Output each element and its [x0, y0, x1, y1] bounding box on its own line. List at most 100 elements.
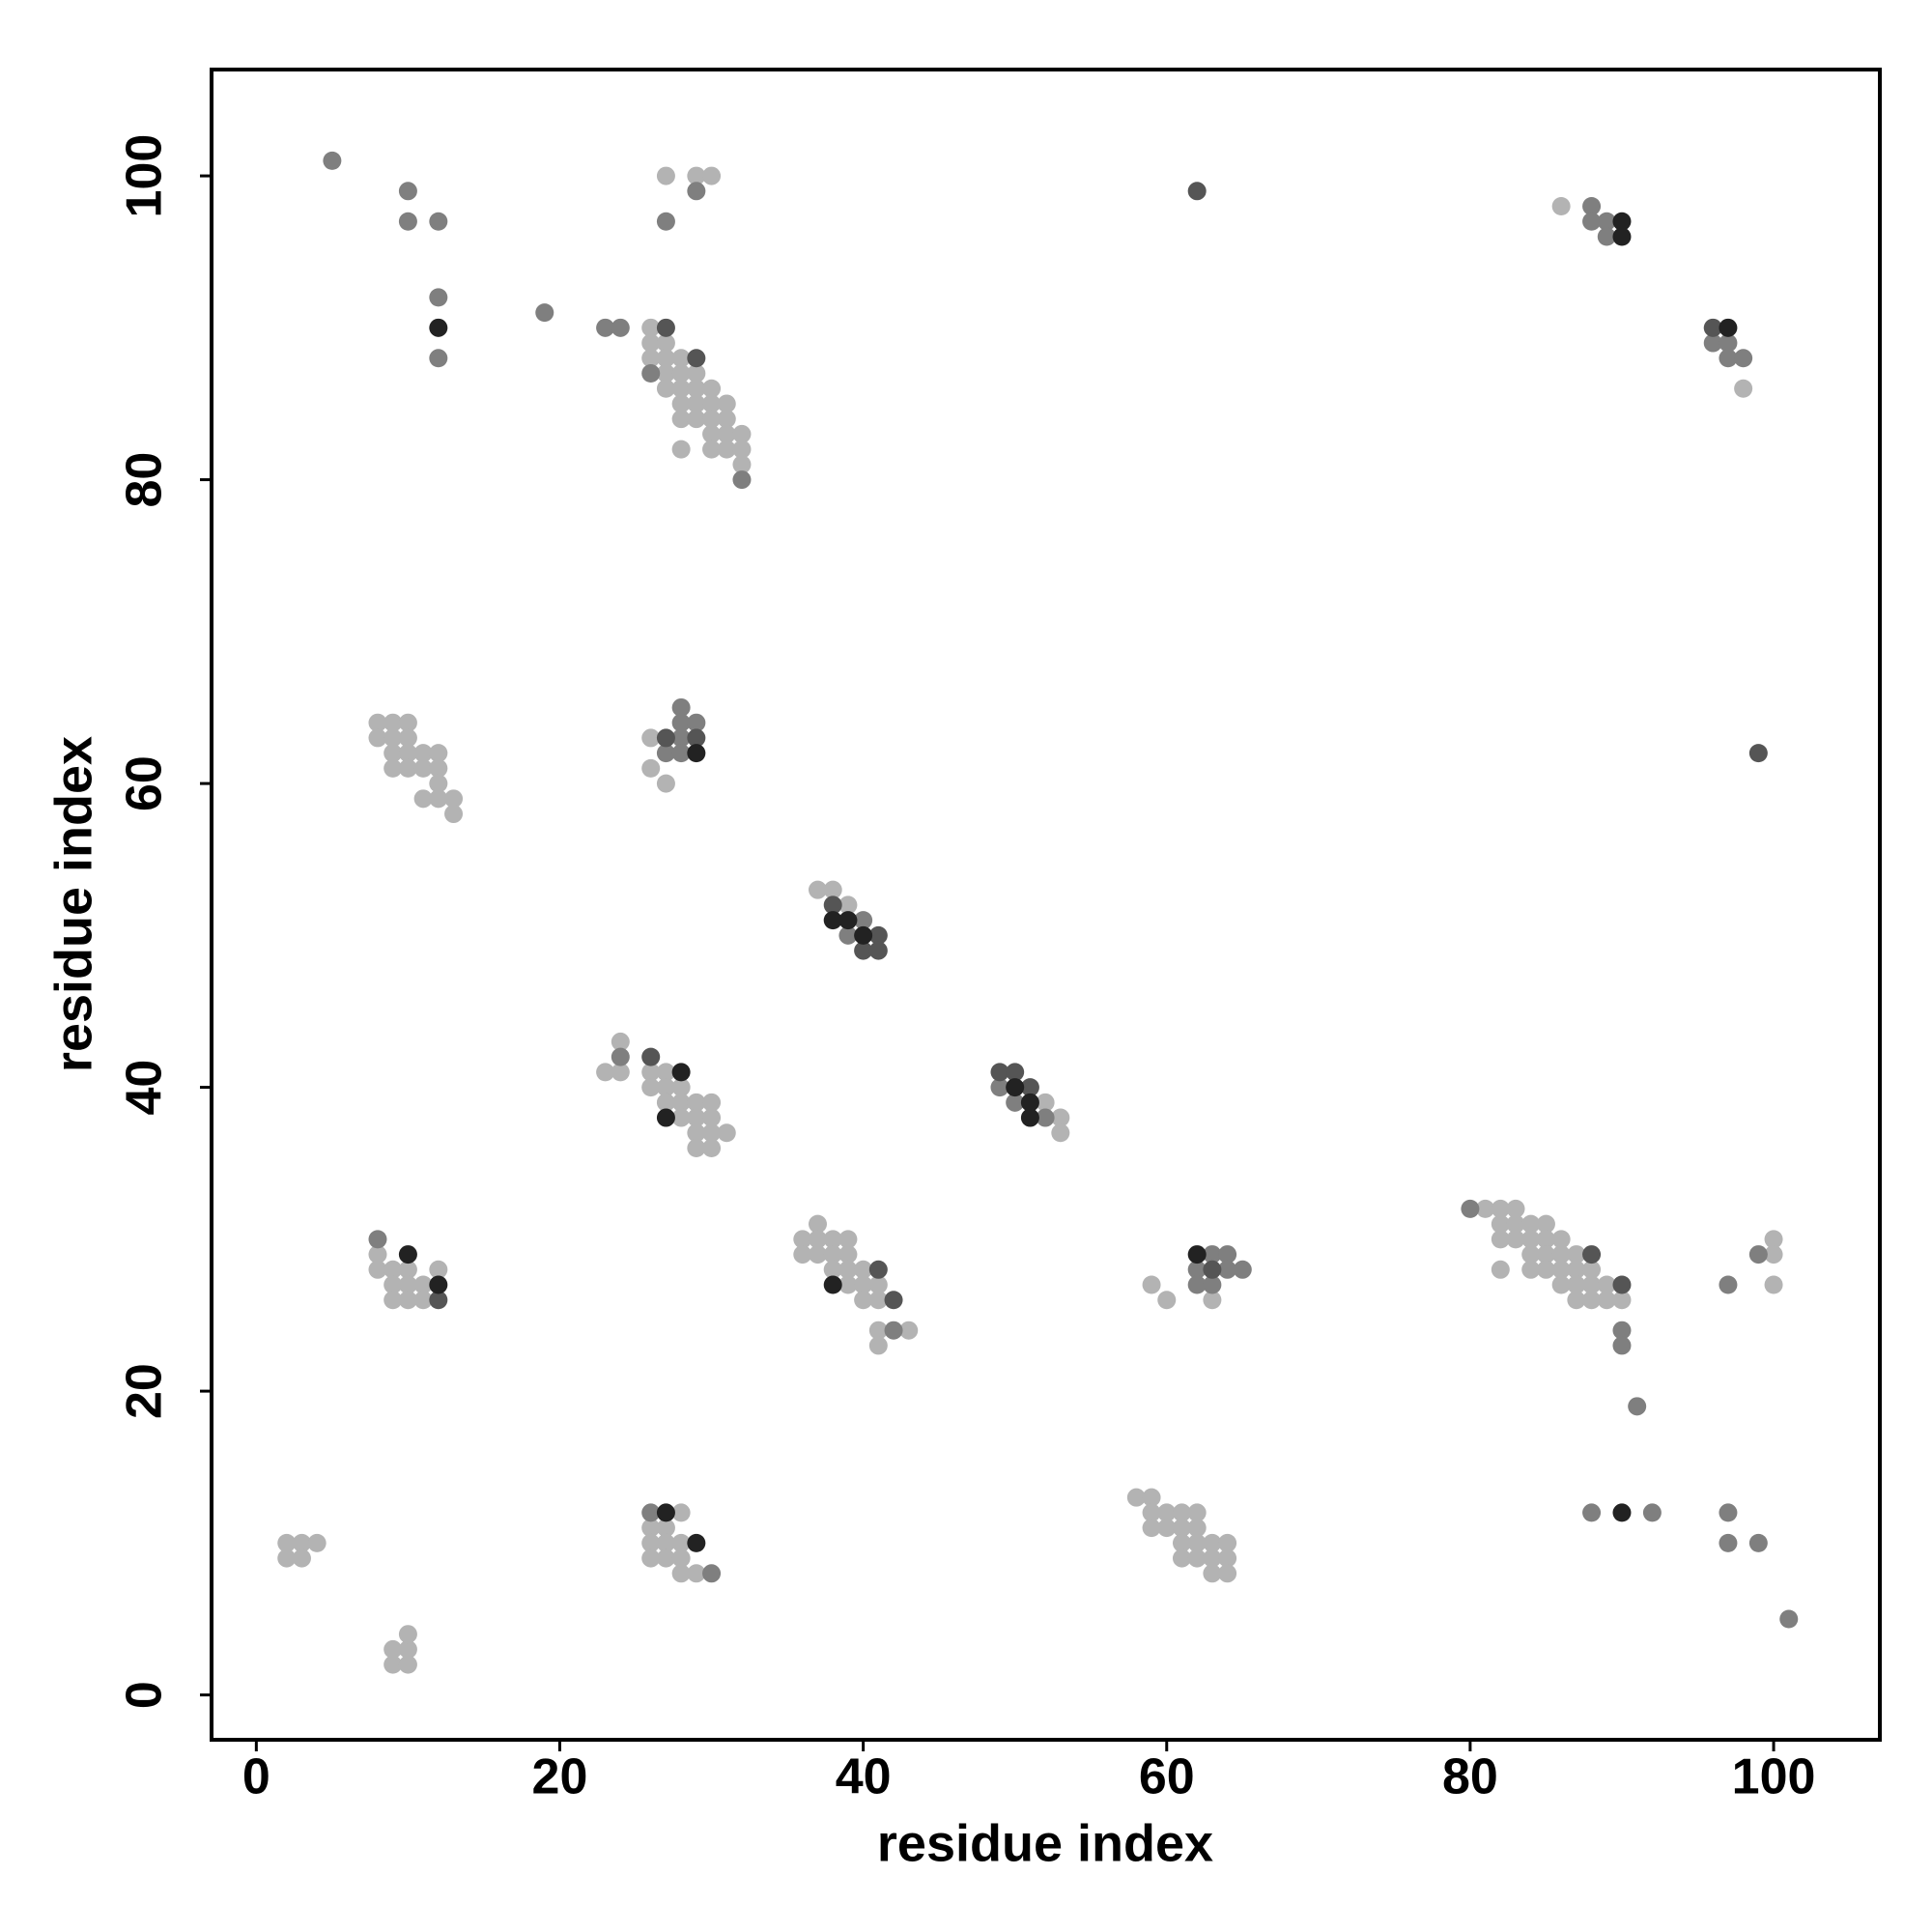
point: [1142, 1519, 1161, 1538]
point: [1703, 333, 1722, 353]
point: [1172, 1548, 1191, 1568]
point: [1764, 1275, 1783, 1294]
point: [809, 1214, 828, 1234]
point: [823, 880, 842, 899]
point: [1748, 1533, 1768, 1552]
point: [1582, 1260, 1602, 1279]
point: [687, 1138, 706, 1157]
point: [429, 212, 448, 231]
point: [717, 440, 736, 459]
point: [838, 895, 858, 915]
point: [1203, 1291, 1222, 1310]
point: [671, 1533, 691, 1552]
point: [687, 364, 706, 384]
point: [671, 697, 691, 717]
point: [429, 1260, 448, 1279]
point: [687, 728, 706, 748]
point: [1051, 1108, 1070, 1127]
point: [702, 424, 722, 443]
point: [809, 1245, 828, 1264]
point: [1551, 1230, 1571, 1249]
point: [671, 410, 691, 429]
point: [732, 440, 752, 459]
point: [1597, 212, 1616, 231]
point: [398, 1245, 417, 1264]
point: [611, 1047, 630, 1066]
point: [823, 1275, 842, 1294]
point: [656, 1078, 675, 1097]
point: [732, 470, 752, 490]
point: [687, 1093, 706, 1112]
point: [1764, 1230, 1783, 1249]
point: [368, 713, 387, 732]
point: [854, 941, 873, 960]
point: [641, 364, 661, 384]
point: [793, 1245, 812, 1264]
point: [1597, 1275, 1616, 1294]
point: [656, 379, 675, 398]
point: [899, 1321, 919, 1340]
point: [868, 1260, 888, 1279]
point: [838, 1260, 858, 1279]
point: [1582, 1275, 1602, 1294]
point: [671, 728, 691, 748]
point: [854, 1275, 873, 1294]
point: [687, 349, 706, 368]
point: [1612, 1336, 1632, 1355]
point: [611, 1063, 630, 1082]
point: [368, 1230, 387, 1249]
point: [307, 1533, 327, 1552]
point: [717, 410, 736, 429]
point: [868, 1291, 888, 1310]
point: [641, 758, 661, 778]
point: [641, 1063, 661, 1082]
point: [884, 1291, 903, 1310]
point: [596, 1063, 615, 1082]
point: [1218, 1564, 1237, 1583]
point: [641, 349, 661, 368]
point: [687, 166, 706, 185]
point: [398, 1639, 417, 1659]
point: [641, 1519, 661, 1538]
point: [687, 182, 706, 201]
point: [1036, 1108, 1055, 1127]
y-tick-label: 80: [117, 452, 173, 508]
x-tick-label: 60: [1139, 1749, 1195, 1805]
point: [384, 744, 403, 763]
point: [671, 1548, 691, 1568]
point: [1218, 1260, 1237, 1279]
point: [1536, 1245, 1555, 1264]
point: [1157, 1503, 1177, 1522]
point: [641, 1047, 661, 1066]
point: [1597, 227, 1616, 246]
x-tick-label: 40: [836, 1749, 892, 1805]
y-tick-label: 60: [117, 755, 173, 811]
point: [687, 713, 706, 732]
point: [398, 1260, 417, 1279]
point: [1203, 1245, 1222, 1264]
point: [413, 1291, 433, 1310]
point: [854, 911, 873, 930]
point: [1582, 1503, 1602, 1522]
point: [656, 364, 675, 384]
point: [1203, 1275, 1222, 1294]
point: [1020, 1093, 1039, 1112]
x-tick-label: 20: [532, 1749, 588, 1805]
point: [429, 774, 448, 793]
point: [1203, 1548, 1222, 1568]
point: [1051, 1123, 1070, 1143]
point: [1172, 1533, 1191, 1552]
point: [641, 1533, 661, 1552]
point: [384, 758, 403, 778]
point: [671, 1093, 691, 1112]
point: [1748, 1245, 1768, 1264]
point: [687, 394, 706, 413]
point: [656, 349, 675, 368]
point: [1582, 1245, 1602, 1264]
point: [884, 1321, 903, 1340]
point: [809, 880, 828, 899]
y-tick-label: 40: [117, 1060, 173, 1116]
point: [656, 1519, 675, 1538]
point: [1536, 1260, 1555, 1279]
